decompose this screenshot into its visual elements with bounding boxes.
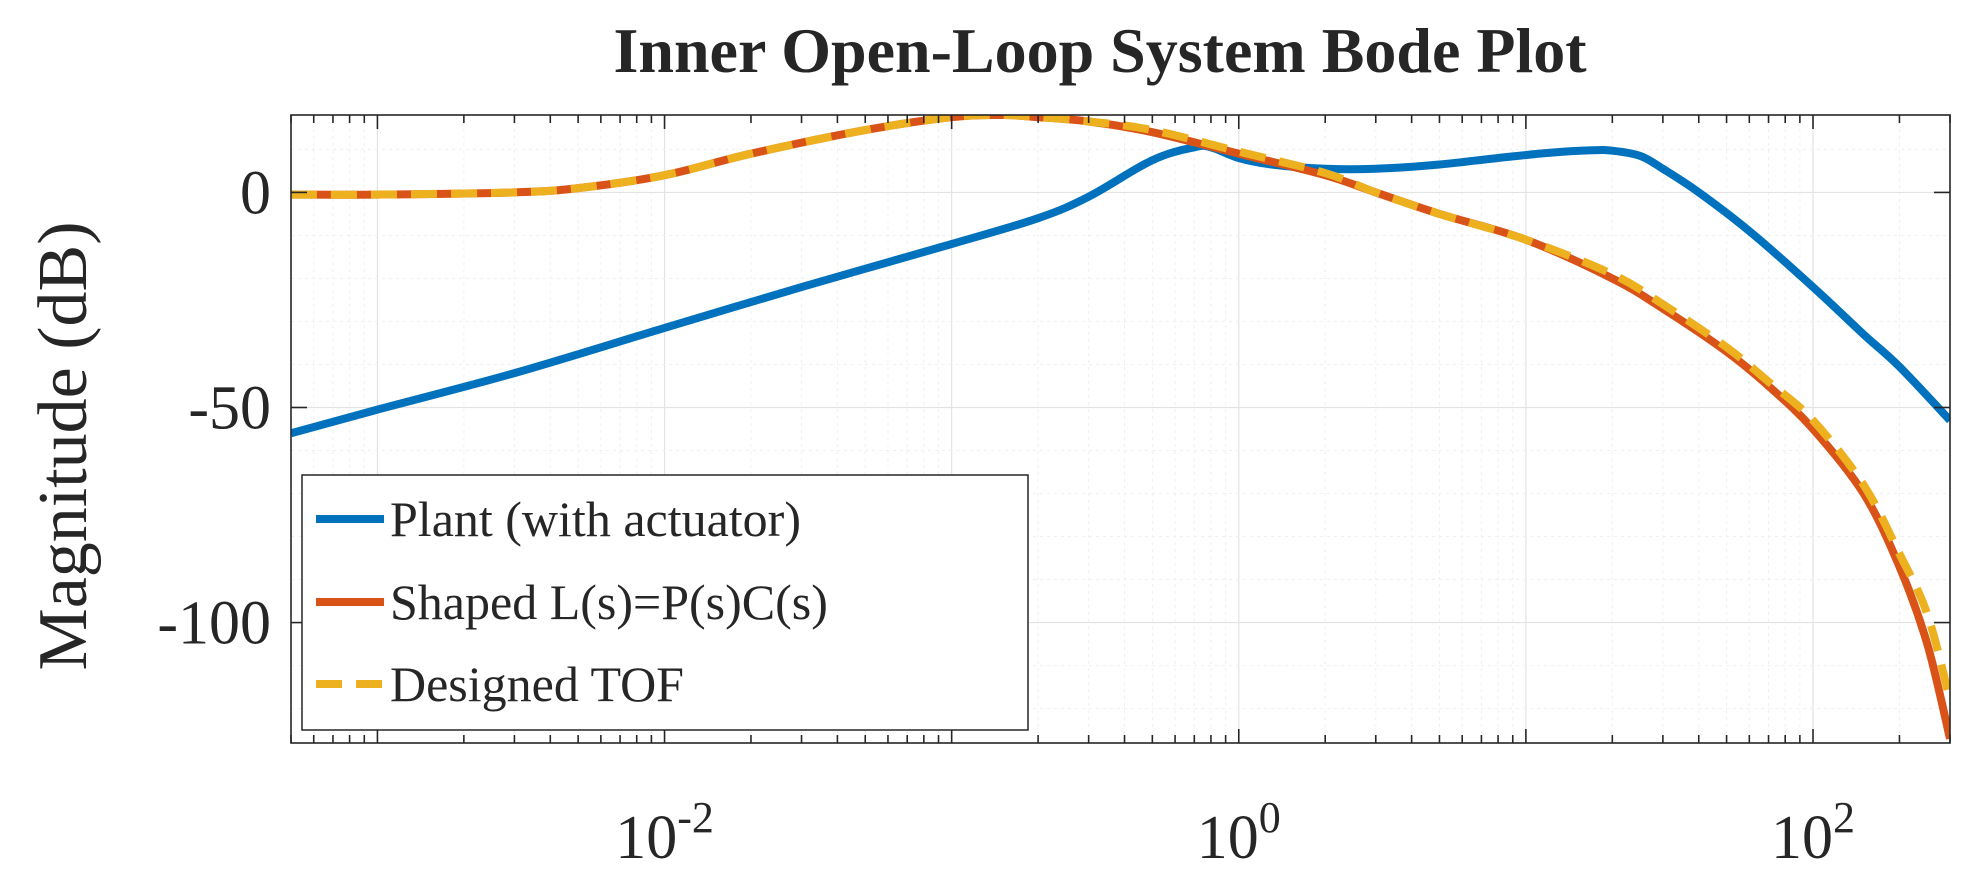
plot-axes-box xyxy=(290,114,1951,744)
x-tick-label: 10-2 xyxy=(615,793,714,872)
y-axis-label: Magnitude (dB) xyxy=(25,221,102,670)
series-line-designed-tof xyxy=(291,115,1950,702)
legend-label-plant: Plant (with actuator) xyxy=(390,491,801,547)
legend-box xyxy=(301,474,1029,731)
y-tick-label: 0 xyxy=(240,159,271,227)
y-tick-label: -100 xyxy=(157,590,271,658)
series-layer xyxy=(291,115,1950,740)
y-tick-label: -50 xyxy=(188,374,271,442)
x-tick-label: 100 xyxy=(1197,793,1281,872)
tick-layer: 0 -50 -100 10-2 100 102 xyxy=(157,115,1951,872)
legend-label-shaped: Shaped L(s)=P(s)C(s) xyxy=(390,574,828,630)
chart-title: Inner Open-Loop System Bode Plot xyxy=(613,15,1587,86)
legend-label-designed-tof: Designed TOF xyxy=(390,656,684,712)
x-tick-label: 102 xyxy=(1771,793,1855,872)
legend: Plant (with actuator) Shaped L(s)=P(s)C(… xyxy=(301,474,1029,731)
